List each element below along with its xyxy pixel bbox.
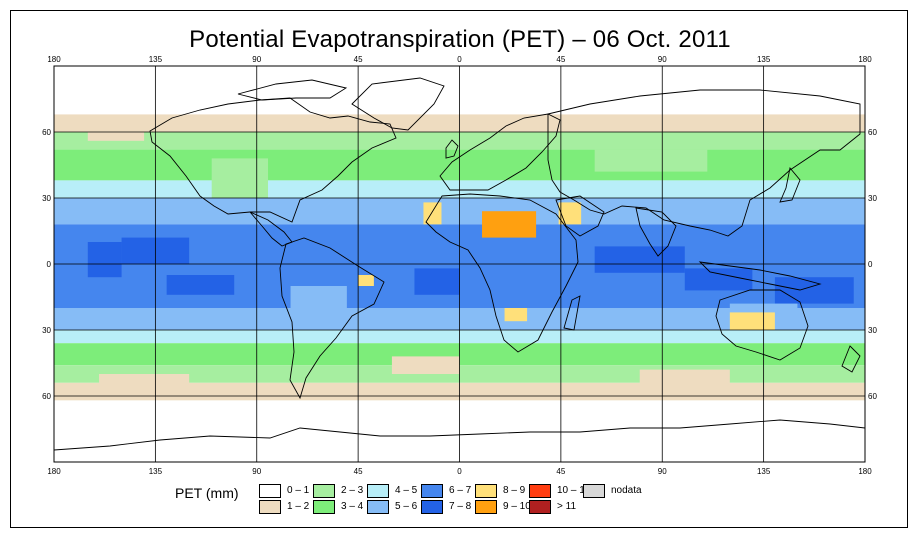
lon-tick-bottom-6: 90 bbox=[658, 467, 667, 476]
lon-tick-top-1: 135 bbox=[149, 55, 163, 64]
legend-label-9: 9 – 10 bbox=[503, 501, 531, 512]
legend-label-7: 7 – 8 bbox=[449, 501, 472, 512]
lat-tick-left-2: 0 bbox=[47, 260, 52, 269]
legend-label-3: 3 – 4 bbox=[341, 501, 364, 512]
pet-patch-1 bbox=[87, 242, 122, 278]
lat-tick-right-2: 0 bbox=[868, 260, 873, 269]
legend-swatch-1 bbox=[259, 500, 281, 514]
lon-tick-bottom-4: 0 bbox=[457, 467, 462, 476]
legend-label-2: 2 – 3 bbox=[341, 485, 364, 496]
lon-tick-bottom-5: 45 bbox=[556, 467, 565, 476]
asia-coast bbox=[547, 89, 861, 237]
lat-tick-right-3: 30 bbox=[868, 326, 877, 335]
uk-coast bbox=[445, 139, 459, 159]
lon-tick-top-5: 45 bbox=[556, 55, 565, 64]
legend-swatch-7 bbox=[421, 500, 443, 514]
pet-patch-18 bbox=[482, 211, 537, 238]
pet-patch-10 bbox=[211, 158, 269, 198]
lat-tick-left-0: 60 bbox=[42, 128, 51, 137]
legend-label-1: 1 – 2 bbox=[287, 501, 310, 512]
legend-swatch-2 bbox=[313, 484, 335, 498]
antarctica-coast bbox=[54, 419, 865, 451]
arctic-islands-coast bbox=[237, 79, 348, 101]
europe-coast bbox=[439, 113, 561, 191]
lat-tick-right-1: 30 bbox=[868, 194, 877, 203]
lon-tick-top-0: 180 bbox=[47, 55, 61, 64]
new-zealand-coast bbox=[841, 345, 861, 373]
pet-patch-4 bbox=[684, 268, 753, 291]
south-america-coast bbox=[279, 237, 385, 400]
legend-swatch-12 bbox=[583, 484, 605, 498]
lon-tick-top-7: 135 bbox=[757, 55, 771, 64]
pet-patch-6 bbox=[774, 277, 854, 304]
legend-swatch-11 bbox=[529, 500, 551, 514]
japan-coast bbox=[779, 166, 801, 203]
lon-tick-top-4: 0 bbox=[457, 55, 462, 64]
lat-tick-right-0: 60 bbox=[868, 128, 877, 137]
pet-patch-12 bbox=[391, 356, 460, 374]
lat-tick-left-4: 60 bbox=[42, 392, 51, 401]
lat-tick-left-3: 30 bbox=[42, 326, 51, 335]
legend-swatch-10 bbox=[529, 484, 551, 498]
lon-tick-bottom-1: 135 bbox=[149, 467, 163, 476]
legend-swatch-6 bbox=[421, 484, 443, 498]
coastlines bbox=[54, 77, 865, 451]
legend-label-6: 6 – 7 bbox=[449, 485, 472, 496]
legend-swatch-0 bbox=[259, 484, 281, 498]
pet-patch-22 bbox=[558, 202, 582, 225]
map-border bbox=[53, 65, 866, 463]
africa-coast bbox=[425, 193, 579, 353]
legend-label-0: 0 – 1 bbox=[287, 485, 310, 496]
india-coast bbox=[635, 207, 677, 257]
map-title: Potential Evapotranspiration (PET) – 06 … bbox=[189, 26, 731, 53]
pet-patch-15 bbox=[87, 127, 145, 141]
legend-swatch-8 bbox=[475, 484, 497, 498]
legend-label-4: 4 – 5 bbox=[395, 485, 418, 496]
lon-tick-bottom-7: 135 bbox=[757, 467, 771, 476]
legend-swatch-4 bbox=[367, 484, 389, 498]
pet-patch-25 bbox=[729, 312, 775, 330]
legend-swatch-9 bbox=[475, 500, 497, 514]
pet-patch-23 bbox=[358, 275, 374, 286]
lon-tick-bottom-0: 180 bbox=[47, 467, 61, 476]
pet-patch-13 bbox=[639, 369, 730, 388]
greenland-coast bbox=[351, 77, 445, 131]
legend-swatch-5 bbox=[367, 500, 389, 514]
lon-tick-top-2: 90 bbox=[252, 55, 261, 64]
arabia-coast bbox=[555, 195, 605, 237]
legend-title: PET (mm) bbox=[175, 485, 239, 501]
pet-patch-11 bbox=[594, 149, 708, 172]
lon-tick-top-6: 90 bbox=[658, 55, 667, 64]
lon-tick-bottom-3: 45 bbox=[354, 467, 363, 476]
lat-tick-right-4: 60 bbox=[868, 392, 877, 401]
lon-tick-bottom-2: 90 bbox=[252, 467, 261, 476]
legend-label-11: > 11 bbox=[557, 501, 576, 512]
lon-tick-top-3: 45 bbox=[354, 55, 363, 64]
lat-tick-left-1: 30 bbox=[42, 194, 51, 203]
indonesia-coast bbox=[698, 261, 822, 291]
australia-coast bbox=[715, 289, 809, 361]
pet-patch-8 bbox=[290, 286, 347, 319]
pet-patch-5 bbox=[414, 268, 460, 295]
pet-patch-24 bbox=[504, 308, 528, 322]
legend-swatch-3 bbox=[313, 500, 335, 514]
lon-tick-bottom-8: 180 bbox=[858, 467, 872, 476]
legend-label-10: 10 – 11 bbox=[557, 485, 590, 496]
legend-label-12: nodata bbox=[611, 485, 642, 496]
legend-label-5: 5 – 6 bbox=[395, 501, 418, 512]
pet-patch-3 bbox=[594, 246, 685, 273]
legend-label-8: 8 – 9 bbox=[503, 485, 526, 496]
pet-patch-14 bbox=[99, 374, 190, 388]
tick-labels: 180 180 135 135 90 90 45 45 0 0 45 45 90 90 135 135 180 1… bbox=[42, 55, 877, 476]
pet-patch-2 bbox=[166, 275, 235, 295]
lon-tick-top-8: 180 bbox=[858, 55, 872, 64]
